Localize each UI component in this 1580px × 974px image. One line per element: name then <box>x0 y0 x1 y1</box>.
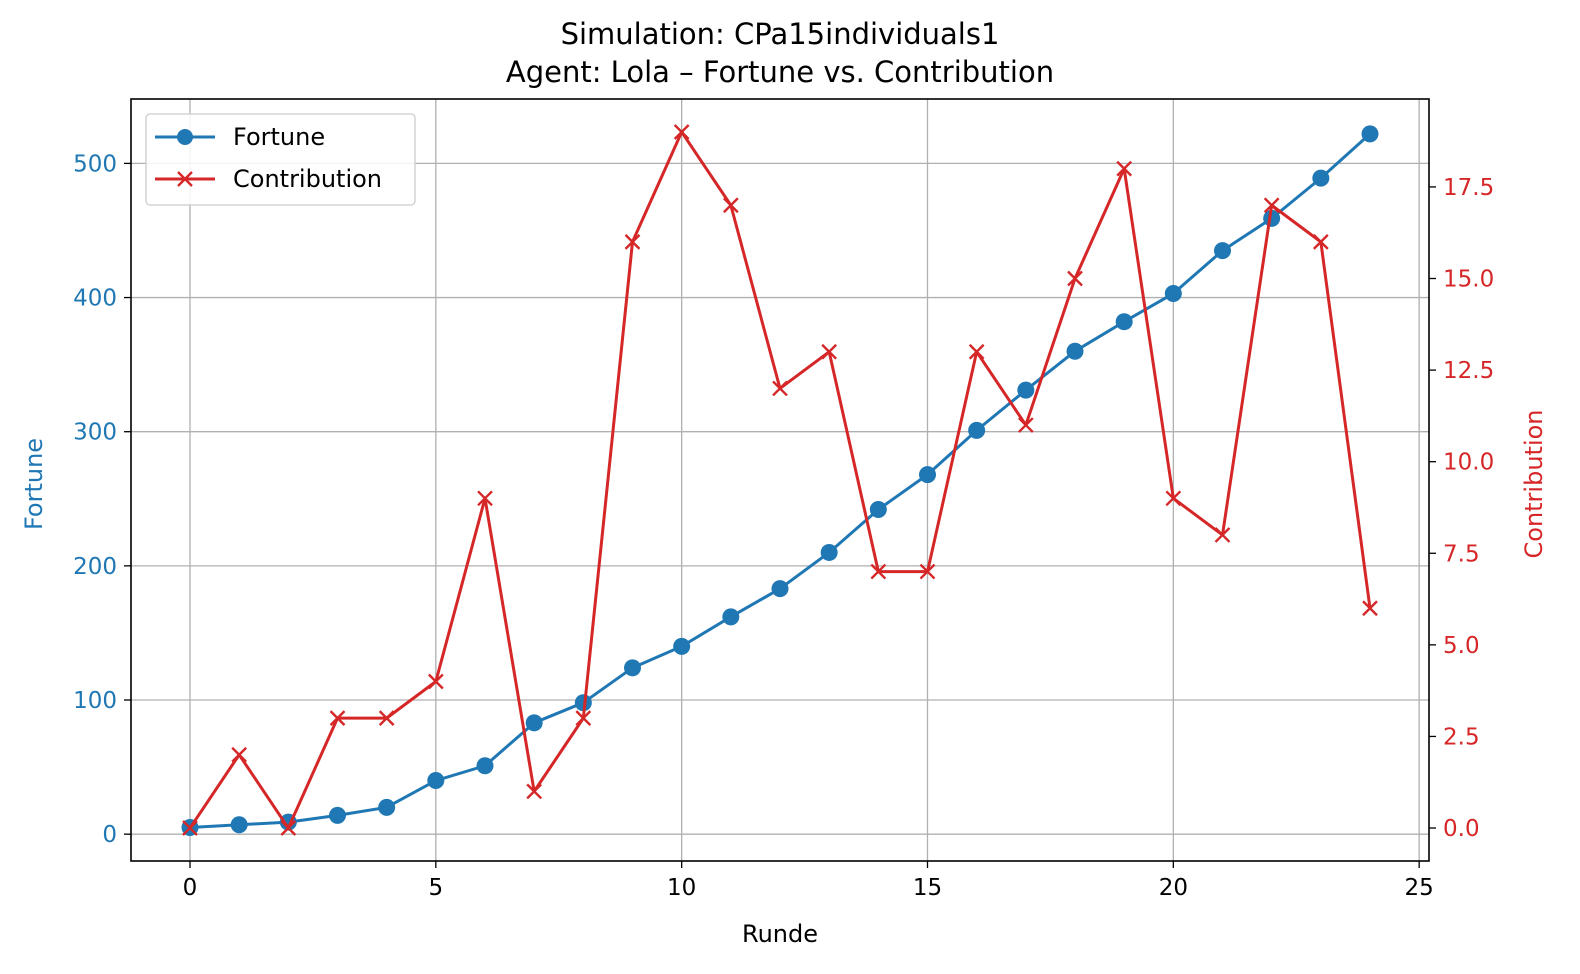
y-left-tick-label: 400 <box>73 286 117 312</box>
contribution-line <box>188 130 1372 830</box>
fortune-point <box>1066 342 1084 360</box>
fortune-point <box>1214 242 1231 260</box>
contribution-point <box>624 234 641 250</box>
contribution-point <box>1165 490 1182 507</box>
fortune-point <box>820 543 838 561</box>
fortune-point <box>1017 381 1035 399</box>
y-left-tick-label: 500 <box>73 151 117 177</box>
y-right-tick-label: 2.5 <box>1443 724 1480 750</box>
fortune-point <box>624 659 641 677</box>
contribution-point <box>1017 417 1034 433</box>
legend-label-fortune: Fortune <box>233 123 325 151</box>
x-tick-label: 0 <box>183 875 198 901</box>
fortune-point <box>574 694 592 712</box>
legend: Fortune Contribution <box>145 113 416 206</box>
fortune-point <box>1361 125 1379 143</box>
contribution-point <box>526 783 543 800</box>
x-tick-label: 5 <box>429 875 444 901</box>
contribution-point <box>772 380 788 397</box>
y-axis-label-right: Contribution <box>1520 409 1548 558</box>
fortune-point <box>525 714 543 732</box>
y-right-tick-label: 12.5 <box>1443 358 1494 384</box>
y-right-tick-label: 5.0 <box>1443 633 1480 659</box>
y-right-tick-label: 15.0 <box>1443 267 1494 293</box>
y-left-tick-label: 300 <box>73 420 117 446</box>
legend-marker-fortune <box>177 129 193 145</box>
contribution-point <box>1312 234 1329 250</box>
contribution-point <box>477 490 493 507</box>
fortune-point <box>771 580 789 598</box>
contribution-point <box>919 563 936 580</box>
contribution-point <box>821 343 838 360</box>
contribution-point <box>1362 600 1378 617</box>
contribution-point <box>673 124 690 140</box>
y-right-tick-label: 10.0 <box>1443 450 1494 476</box>
y-right-tick-label: 0.0 <box>1443 816 1480 842</box>
contribution-point <box>1116 160 1133 177</box>
contribution-point <box>378 710 395 726</box>
y-right-tick-label: 7.5 <box>1443 541 1480 567</box>
contribution-point <box>722 197 739 214</box>
series-layer <box>181 124 1379 836</box>
fortune-point <box>476 757 494 775</box>
contribution-point <box>1214 527 1231 543</box>
contribution-point <box>870 563 887 580</box>
y-right-tick-label: 17.5 <box>1443 175 1494 201</box>
fortune-point <box>1312 169 1330 187</box>
contribution-point <box>575 710 592 726</box>
fortune-point <box>427 772 445 790</box>
fortune-point <box>1115 313 1133 331</box>
fortune-point <box>722 608 740 626</box>
x-axis-label: Runde <box>742 920 818 948</box>
fortune-point <box>919 466 936 484</box>
fortune-point <box>329 806 346 824</box>
fortune-line <box>189 132 1372 829</box>
legend-label-contribution: Contribution <box>233 165 382 193</box>
ticks: 0 5 10 15 20 25 0 100 200 300 400 500 0.0 2.5 5.0 7.5 10… <box>73 151 1494 901</box>
plot-frame <box>130 98 1430 862</box>
x-tick-label: 20 <box>1159 875 1188 901</box>
contribution-point <box>329 710 346 726</box>
contribution-point <box>427 673 444 690</box>
y-left-tick-label: 200 <box>73 554 117 580</box>
contribution-point <box>231 746 248 763</box>
y-left-tick-label: 100 <box>73 688 117 714</box>
x-tick-label: 10 <box>667 875 696 901</box>
y-axis-label-left: Fortune <box>20 438 48 530</box>
fortune-point <box>230 816 248 834</box>
fortune-point <box>968 421 986 439</box>
fortune-point <box>378 798 396 816</box>
fortune-point <box>673 637 691 655</box>
fortune-point <box>1164 285 1182 303</box>
fortune-point <box>869 501 887 519</box>
contribution-point <box>968 343 985 360</box>
fortune-point <box>1263 209 1281 227</box>
legend-marker-contribution <box>177 171 193 187</box>
contribution-point <box>280 820 297 836</box>
contribution-point <box>182 820 198 836</box>
contribution-point <box>1263 197 1280 214</box>
y-left-tick-label: 0 <box>102 822 117 848</box>
x-tick-label: 25 <box>1405 875 1434 901</box>
chart-subtitle: Agent: Lola – Fortune vs. Contribution <box>506 55 1054 89</box>
contribution-point <box>1067 270 1083 287</box>
x-tick-label: 15 <box>913 875 942 901</box>
chart-title: Simulation: CPa15individuals1 <box>561 17 1000 51</box>
